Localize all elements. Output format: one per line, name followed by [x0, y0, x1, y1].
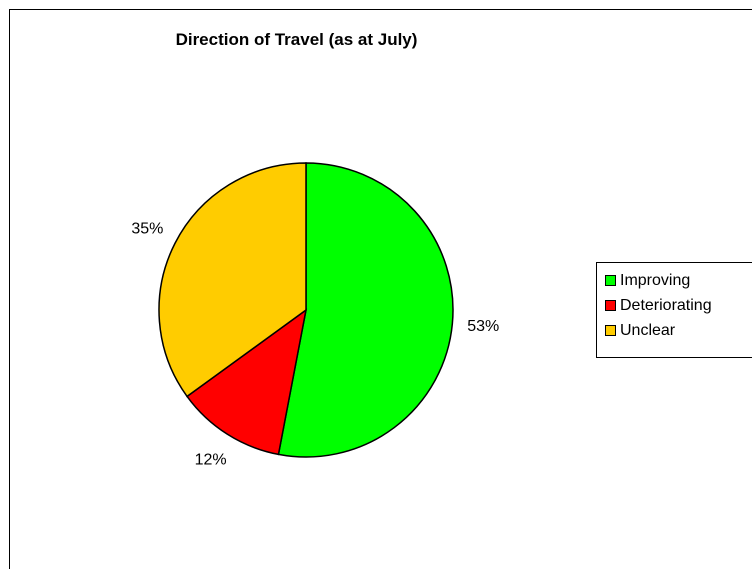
pie-slice-improving [277, 162, 454, 458]
legend-label-deteriorating: Deteriorating [620, 296, 712, 314]
pie-slice-deteriorating [186, 308, 308, 456]
data-label-unclear: 35% [131, 220, 163, 237]
legend-item-improving: Improving [605, 268, 752, 293]
pie-slices [158, 162, 454, 458]
legend: Improving Deteriorating Unclear [596, 262, 752, 358]
legend-label-unclear: Unclear [620, 321, 676, 339]
legend-label-improving: Improving [620, 271, 691, 289]
pie-slice-unclear [158, 162, 307, 398]
legend-item-unclear: Unclear [605, 318, 752, 343]
chart-title: Direction of Travel (as at July) [175, 30, 418, 49]
data-label-deteriorating: 12% [195, 452, 227, 469]
pie-chart: 53% 12% 35% [131, 162, 499, 469]
legend-item-deteriorating: Deteriorating [605, 293, 752, 318]
legend-swatch-improving [605, 275, 616, 286]
pie-data-labels: 53% 12% 35% [131, 220, 499, 468]
legend-swatch-unclear [605, 325, 616, 336]
legend-swatch-deteriorating [605, 300, 616, 311]
data-label-improving: 53% [467, 318, 499, 335]
